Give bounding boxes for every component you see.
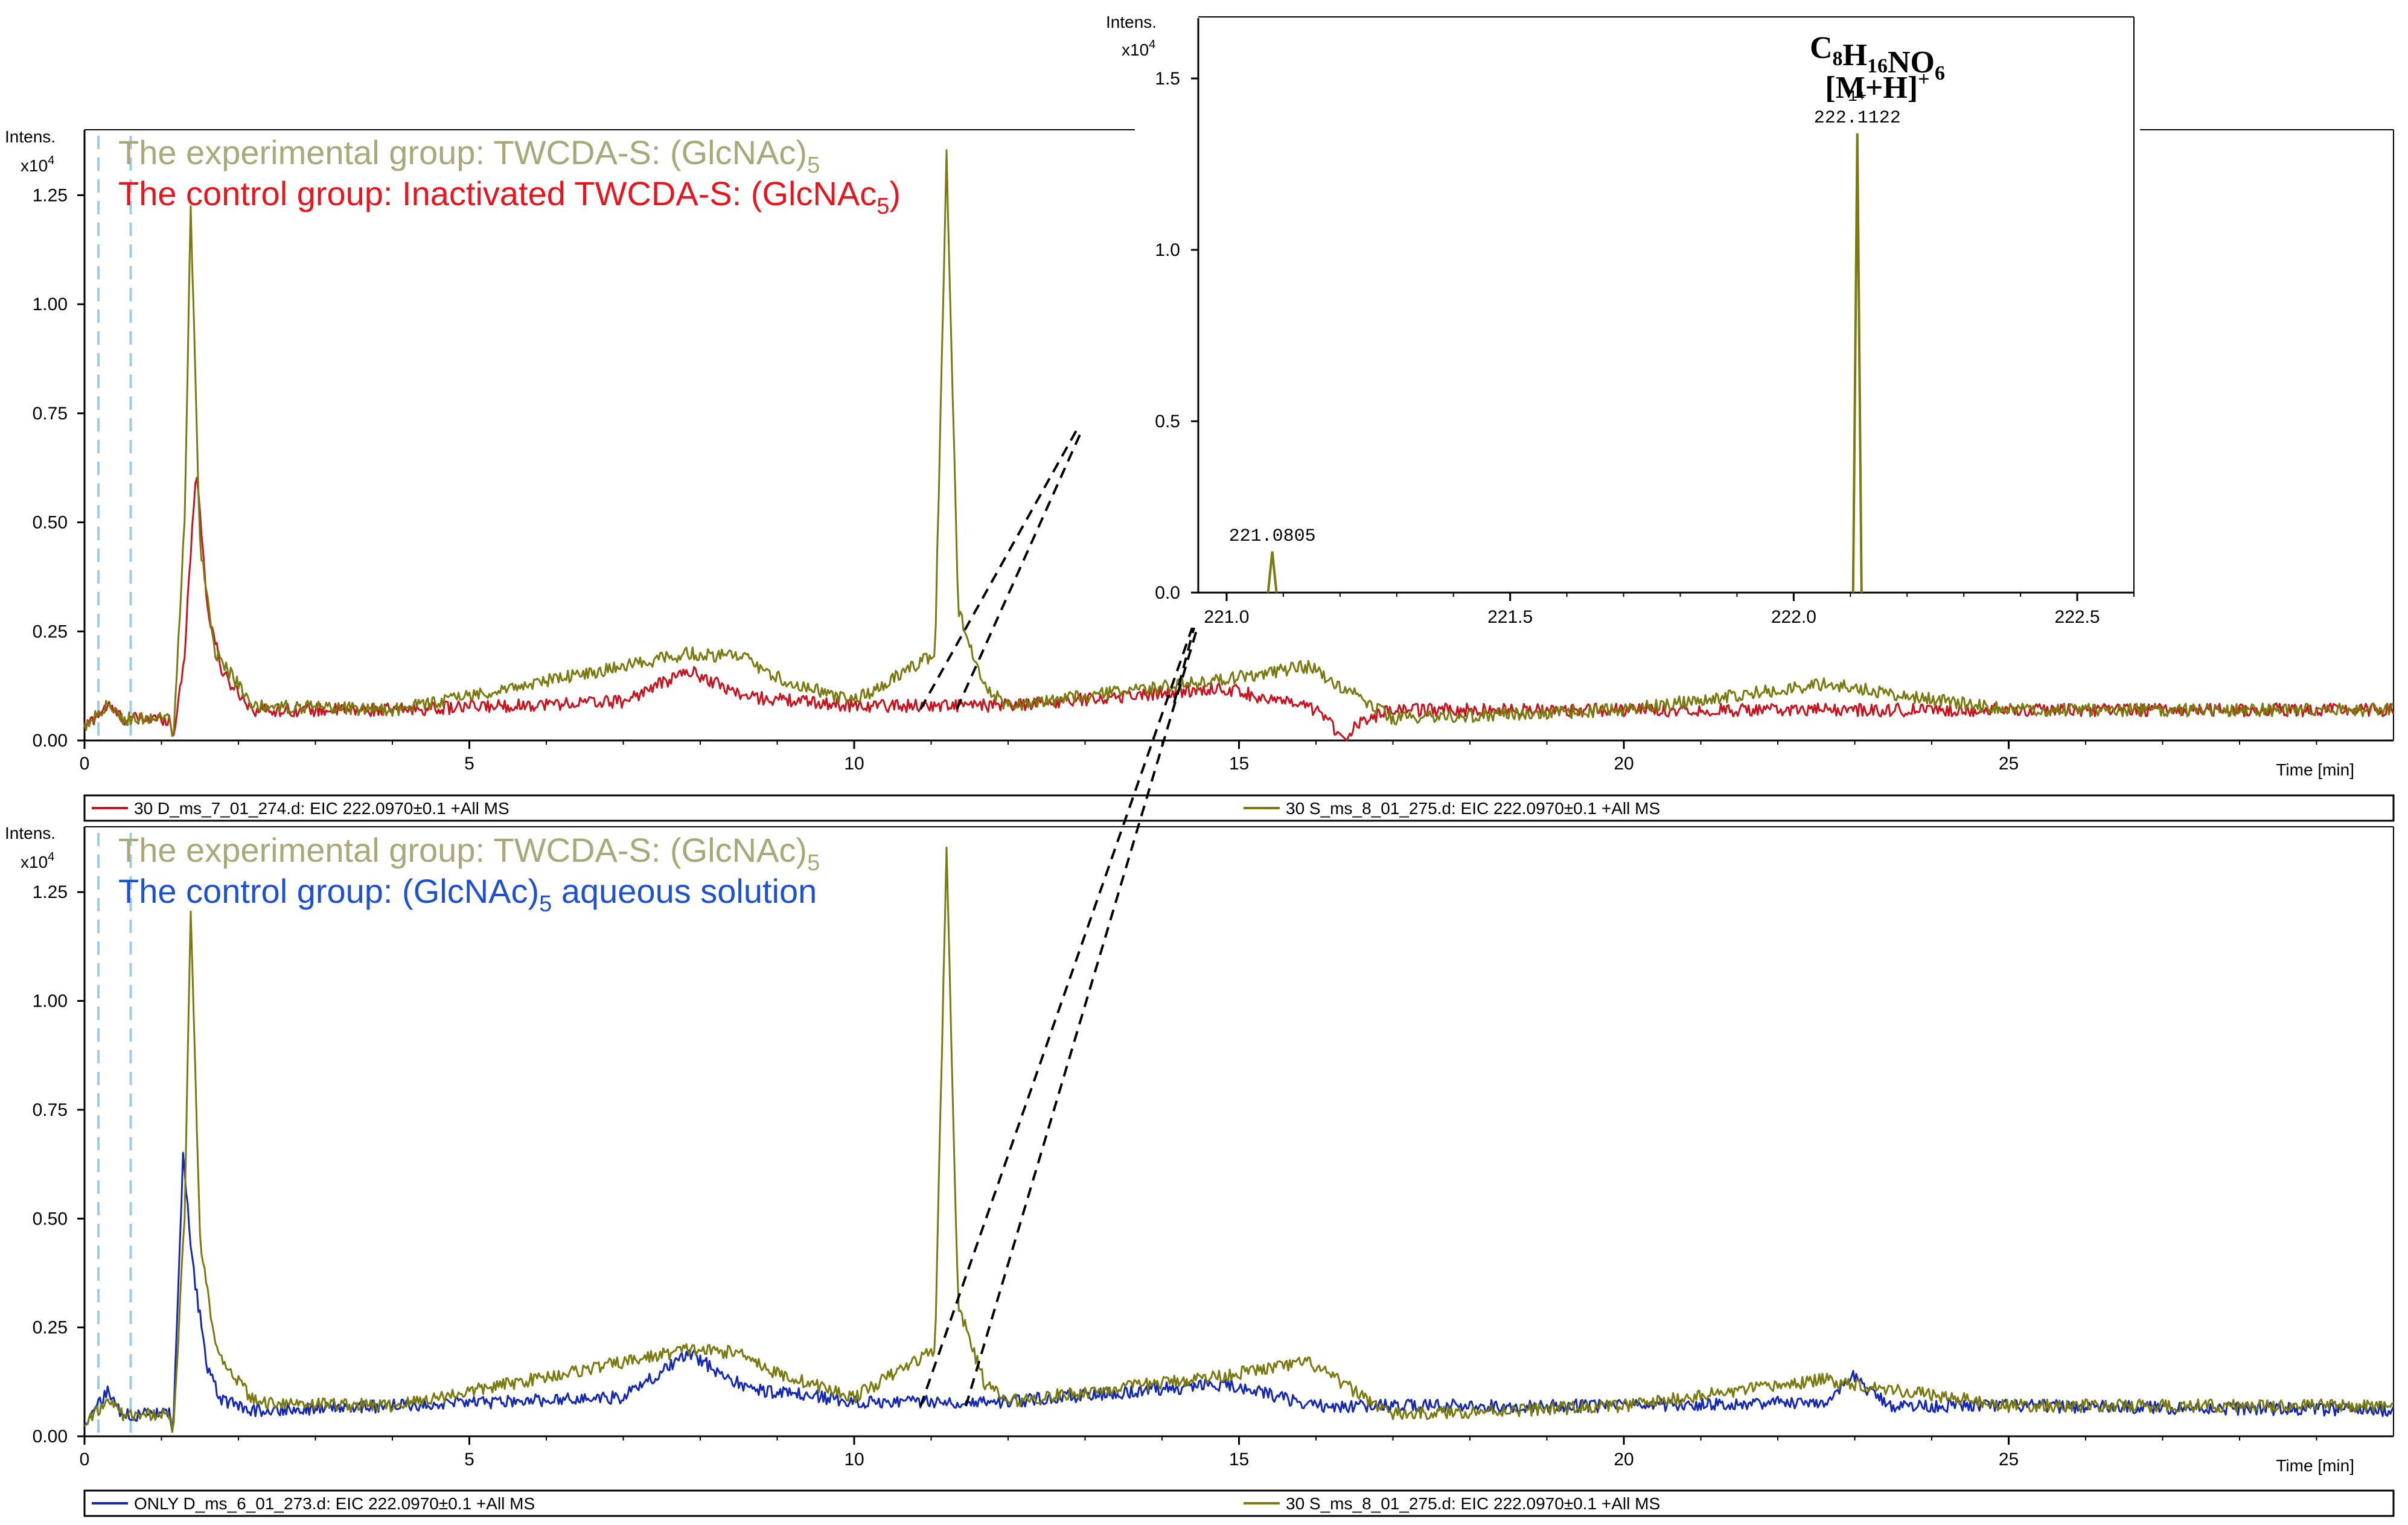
top-y-tick-label: 0.25 — [33, 622, 68, 642]
inset-x-tick-label: 222.5 — [2055, 607, 2100, 627]
top-y-axis-label: Intens. — [5, 127, 56, 146]
bottom-y-axis-label: Intens. — [5, 824, 56, 842]
inset-background — [1135, 12, 2140, 628]
inset-frame — [1197, 16, 2135, 594]
top-x-tick-label: 15 — [1229, 754, 1249, 774]
bottom-series-line — [84, 1151, 2395, 1433]
top-x-tick-label: 10 — [844, 754, 864, 774]
bottom-x-tick-label: 0 — [80, 1450, 90, 1469]
bottom-series — [83, 846, 2395, 1433]
bottom-panel: 0.00 0.25 0.50 0.75 1.00 1.25 0 5 10 15 20 25 Inte… — [5, 824, 2395, 1517]
inset-peak-label: 222.1122 — [1814, 108, 1901, 129]
inset-y-ticks: 0.0 0.5 1.0 1.5 — [1155, 69, 1198, 603]
zoom-connector-line — [919, 428, 1079, 710]
bottom-y-multiplier: x104 — [21, 850, 54, 871]
top-x-axis-label: Time [min] — [2276, 760, 2354, 779]
bottom-x-tick-label: 15 — [1229, 1450, 1249, 1469]
zoom-connector-line — [919, 627, 1193, 1407]
top-x-tick-label: 5 — [464, 754, 474, 774]
top-x-tick-label: 20 — [1614, 754, 1634, 774]
top-x-tick-label: 25 — [1999, 754, 2019, 774]
bottom-x-ticks: 0 5 10 15 20 25 — [80, 1436, 2317, 1469]
top-y-tick-label: 0.75 — [33, 404, 68, 424]
bottom-plot-frame — [83, 826, 2394, 1437]
inset-ion: [M+H]+ — [1825, 68, 1929, 105]
inset-y-multiplier: x104 — [1122, 38, 1155, 59]
zoom-connector-line — [965, 624, 1199, 1407]
inset-x-tick-label: 221.0 — [1204, 607, 1249, 627]
bottom-x-tick-label: 25 — [1999, 1450, 2019, 1469]
inset-peak-charge: 1+ — [1848, 88, 1867, 106]
top-y-tick-label: 1.25 — [33, 185, 68, 205]
top-x-ticks: 0 5 10 15 20 25 — [80, 740, 2317, 774]
bottom-x-tick-label: 20 — [1614, 1450, 1634, 1469]
bottom-x-axis-label: Time [min] — [2276, 1456, 2354, 1475]
bottom-annotations: The experimental group: TWCDA-S: (GlcNAc… — [118, 831, 820, 917]
inset-y-tick-label: 0.0 — [1155, 583, 1180, 603]
zoom-connector-line — [1173, 627, 1195, 704]
bottom-y-tick-label: 1.25 — [33, 882, 68, 902]
top-annotation: The experimental group: TWCDA-S: (GlcNAc… — [118, 133, 820, 178]
bottom-y-tick-label: 0.50 — [33, 1209, 68, 1229]
inset-peak-label: 221.0805 — [1229, 526, 1316, 547]
inset-peak — [1266, 551, 1278, 593]
top-legend-box — [83, 794, 2395, 822]
inset-peak — [1851, 133, 1863, 593]
bottom-y-ticks: 0.00 0.25 0.50 0.75 1.00 1.25 — [33, 882, 85, 1447]
zoom-connector-line — [956, 433, 1082, 710]
inset-y-tick-label: 0.5 — [1155, 412, 1180, 431]
top-annotation: The control group: Inactivated TWCDA-S: … — [118, 174, 901, 219]
bottom-y-tick-label: 0.00 — [33, 1427, 68, 1447]
top-panel: 0.00 0.25 0.50 0.75 1.00 1.25 0 5 10 15 20 25 Inte… — [5, 127, 2395, 822]
top-y-tick-label: 0.00 — [33, 731, 68, 751]
inset-y-axis-label: Intens. — [1106, 13, 1157, 31]
top-series — [83, 149, 2395, 742]
top-legend-label: 30 S_ms_8_01_275.d: EIC 222.0970±0.1 +Al… — [1286, 799, 1660, 818]
top-annotations: The experimental group: TWCDA-S: (GlcNAc… — [118, 133, 901, 219]
inset-peaks: 221.0805 222.1122 1+ — [1229, 88, 1901, 593]
top-legend-label: 30 D_ms_7_01_274.d: EIC 222.0970±0.1 +Al… — [134, 799, 509, 818]
bottom-x-tick-label: 10 — [844, 1450, 864, 1469]
bottom-y-tick-label: 0.75 — [33, 1100, 68, 1120]
inset-x-tick-label: 222.0 — [1771, 607, 1816, 627]
bottom-series-line — [83, 846, 2394, 1433]
bottom-y-tick-label: 1.00 — [33, 992, 68, 1011]
inset-panel: 0.0 0.5 1.0 1.5 221.0 221.5 222.0 222.5 Intens… — [1106, 12, 2140, 628]
top-x-tick-label: 0 — [80, 754, 90, 774]
bottom-annotation: The experimental group: TWCDA-S: (GlcNAc… — [118, 831, 820, 876]
bottom-legend-label: ONLY D_ms_6_01_273.d: EIC 222.0970±0.1 +… — [134, 1494, 535, 1513]
zoom-connector-lines — [919, 428, 1199, 1407]
inset-y-tick-label: 1.5 — [1155, 69, 1180, 89]
bottom-legend: ONLY D_ms_6_01_273.d: EIC 222.0970±0.1 +… — [83, 1489, 2395, 1517]
top-y-multiplier: x104 — [21, 154, 54, 175]
top-y-tick-label: 0.50 — [33, 513, 68, 533]
top-y-ticks: 0.00 0.25 0.50 0.75 1.00 1.25 — [33, 185, 85, 751]
top-y-tick-label: 1.00 — [33, 294, 68, 314]
bottom-legend-label: 30 S_ms_8_01_275.d: EIC 222.0970±0.1 +Al… — [1286, 1494, 1660, 1513]
bottom-annotation: The control group: (GlcNAc)5 aqueous sol… — [118, 872, 817, 917]
top-legend: 30 D_ms_7_01_274.d: EIC 222.0970±0.1 +Al… — [83, 794, 2395, 822]
inset-x-tick-label: 221.5 — [1487, 607, 1533, 627]
bottom-x-tick-label: 5 — [464, 1450, 474, 1469]
inset-formula: C8H16NO6 — [1810, 31, 1945, 84]
inset-x-ticks: 221.0 221.5 222.0 222.5 — [1204, 593, 2135, 627]
bottom-legend-box — [83, 1489, 2395, 1517]
inset-y-tick-label: 1.0 — [1155, 240, 1180, 260]
bottom-y-tick-label: 0.25 — [33, 1318, 68, 1338]
top-series-line — [83, 149, 2394, 737]
